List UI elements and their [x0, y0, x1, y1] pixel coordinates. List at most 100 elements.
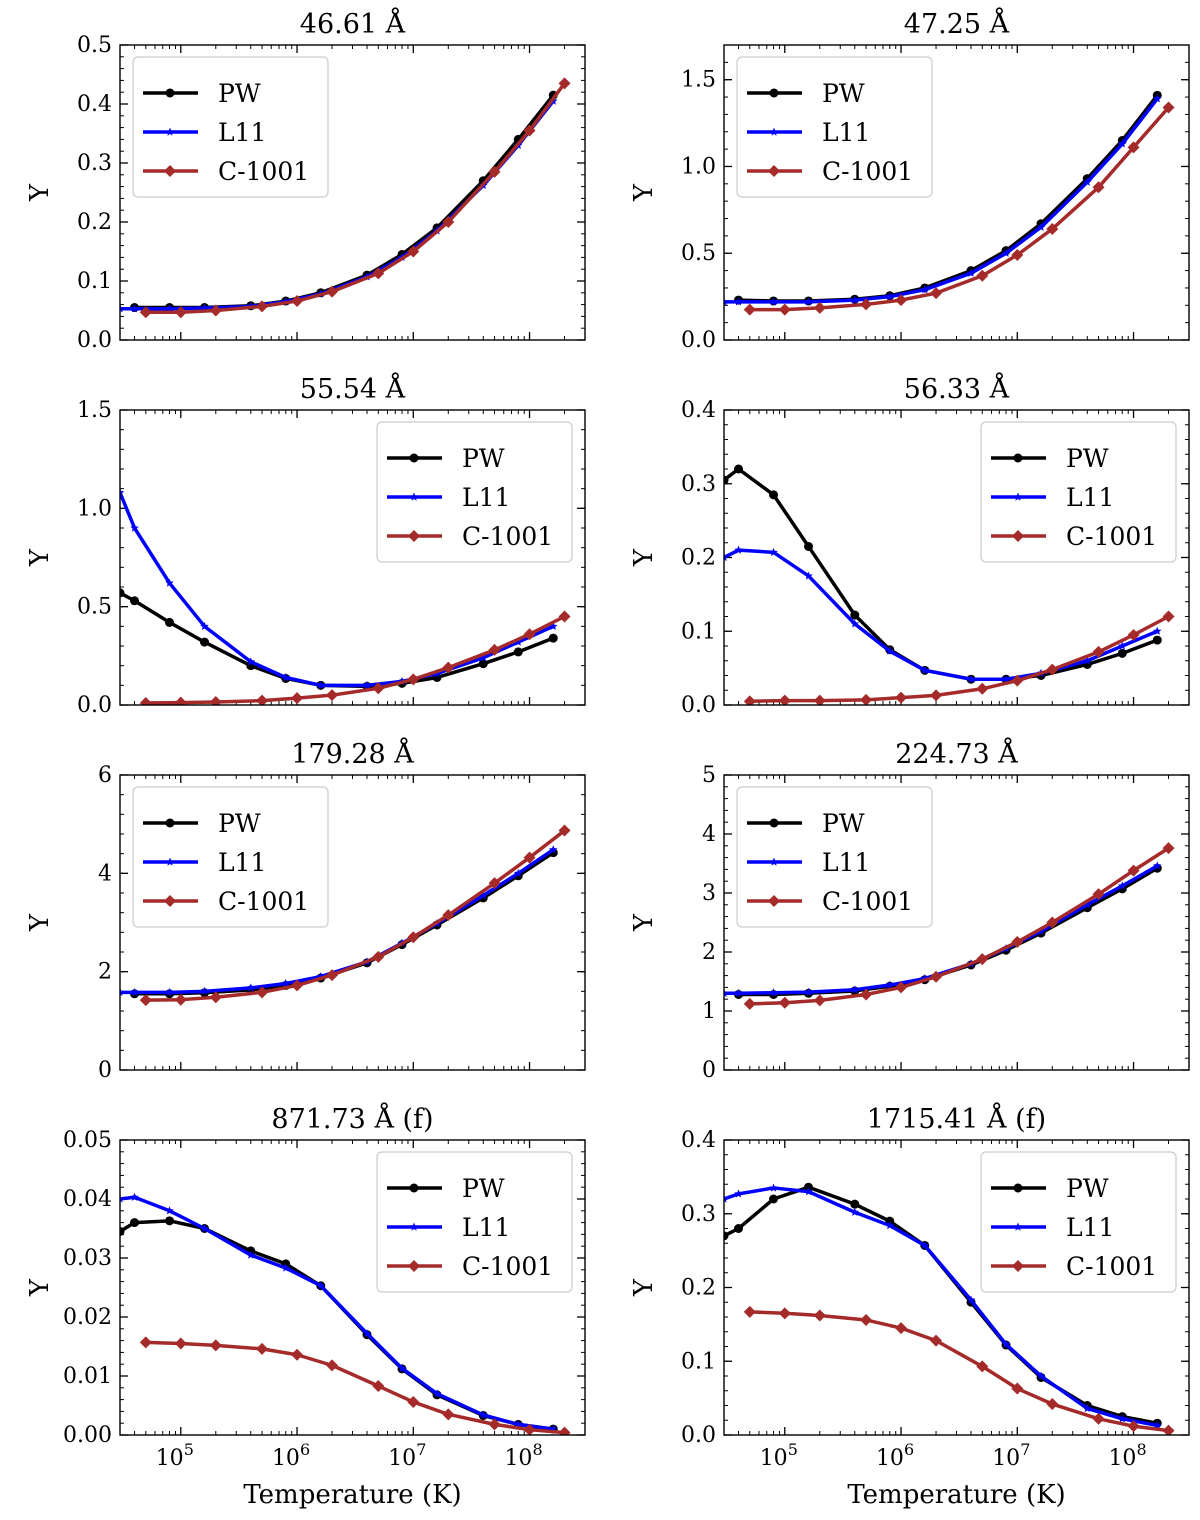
panel-4-ytick-label: 0.4: [681, 398, 716, 423]
panel-3-series-c-1001-point: [407, 673, 420, 686]
panel-2-series-l11-point: [1082, 177, 1092, 186]
panel-4-series-pw-point: [724, 475, 729, 485]
panel-6-series-c-1001-point: [1011, 935, 1024, 948]
panel-1-series-c-1001-point: [139, 306, 152, 319]
panel-1-legend-marker: [165, 88, 175, 98]
panel-7-ytick-label: 0.03: [63, 1246, 112, 1271]
panel-2-series-c-1001-point: [895, 294, 908, 307]
panel-3-series-c-1001-point: [442, 661, 455, 674]
panel-8-series-c-1001-point: [743, 1305, 756, 1318]
panel-5-series-c-1001-point: [442, 909, 455, 922]
panel-3-ytick-label: 1.5: [77, 398, 112, 423]
xtick-exponent: 8: [532, 1440, 542, 1459]
panel-6-series-l11-point: [1082, 900, 1092, 909]
panel-2-series-c-1001-point: [1162, 101, 1175, 114]
panel-6-legend: PW L11 C-1001: [736, 786, 933, 928]
panel-6-ytick-label: 4: [702, 822, 716, 847]
xtick-exponent: 6: [904, 1440, 914, 1459]
panel-4-frame: [723, 409, 1190, 706]
panel-4-series-l11-point: [769, 547, 778, 556]
panel-2-series-l11-point: [1117, 139, 1127, 148]
panel-6-series-c-1001-point: [1162, 842, 1175, 855]
panel-8-series-l11-point: [1036, 1371, 1046, 1380]
panel-3-series-l11-point: [548, 621, 558, 630]
panel-1-series-l11-point: [130, 304, 139, 313]
panel-6-series-l11-point: [734, 988, 743, 997]
panel-3-series-pw-point: [130, 596, 140, 606]
panel-2-series-c-1001-point: [1092, 181, 1105, 194]
panel-5-series-c-1001-point: [326, 969, 339, 982]
panel-7-xtick-label: 107: [388, 1440, 426, 1471]
panel-6-frame: [723, 774, 1190, 1071]
panel-7-ytick-label: 0.05: [63, 1128, 112, 1153]
panel-8-series-l11-point: [1117, 1414, 1127, 1423]
panel-4-ylabel: Y: [629, 548, 659, 567]
panel-3-series-l11-point: [478, 653, 488, 662]
panel-5-series-c-1001-point: [291, 979, 304, 992]
panel-7-series-c-1001-point: [407, 1395, 420, 1408]
panel-8-ytick-label: 0.1: [681, 1349, 716, 1374]
panel-6-ytick-label: 2: [702, 940, 716, 965]
xtick-base: 10: [760, 1446, 788, 1471]
panel-8-legend: PW L11 C-1001: [980, 1151, 1177, 1293]
panel-3-ytick-label: 1.0: [77, 496, 112, 521]
panel-5-series-l11-point: [120, 987, 125, 996]
panel-6-series-c-1001-point: [930, 970, 943, 983]
panel-8-series-c-1001-line: [749, 1310, 1169, 1433]
panel-8-series-l11-point: [804, 1187, 813, 1196]
panel-5-series-l11-point: [246, 983, 256, 992]
panel-7-series-c-1001-point: [488, 1418, 501, 1431]
panel-7-ytick-label: 0.02: [63, 1305, 112, 1330]
panel-6-series-c-1001-point: [976, 953, 989, 966]
panel-4-series-c-1001-point: [1011, 674, 1024, 687]
panel-2-series-c-1001-point: [860, 298, 873, 311]
panel-3-series-l11-point: [120, 488, 125, 497]
panel-4-ytick-label: 0.1: [681, 619, 716, 644]
panel-2-legend-marker: [769, 88, 779, 98]
panel-7-series-c-1001-point: [558, 1426, 571, 1435]
panel-6-series-c-1001-point: [895, 981, 908, 994]
panel-1-series-c-1001-point: [407, 245, 420, 258]
panel-2-frame: [723, 44, 1190, 341]
panel-4: 56.33 Å Y 0.0 0.1 0.2 0.3 0.4 PW L11 C-1001: [629, 372, 1190, 718]
panel-8-xtick-label: 105: [760, 1440, 798, 1471]
panel-1: 46.61 Å Y 0.0 0.1 0.2 0.3 0.4 0.5 PW L11 C-1001: [25, 7, 586, 353]
xtick-exponent: 6: [300, 1440, 310, 1459]
panel-4-series-l11-point: [850, 619, 860, 628]
panel-2-title: 47.25 Å: [904, 7, 1010, 40]
panel-2-series-c-1001-point: [813, 301, 826, 314]
panel-1-ytick-label: 0.4: [77, 92, 112, 117]
panel-5: 179.28 Å Y 0 2 4 6 PW L11 C-1001: [25, 737, 586, 1083]
panel-4-series-c-1001-point: [1092, 645, 1105, 658]
panel-8-legend-marker: [1013, 1222, 1023, 1231]
panel-4-series-pw-point: [1117, 648, 1127, 658]
panel-2-ytick-label: 0.5: [681, 241, 716, 266]
panel-1-ytick-label: 0.5: [77, 33, 112, 58]
panel-7-ytick-label: 0.00: [63, 1423, 112, 1448]
panel-2-legend-marker: [768, 165, 780, 177]
panel-3-series-pw-point: [165, 617, 175, 627]
panel-5-series-c-1001-line: [145, 829, 566, 1002]
panel-4-legend-label: PW: [1066, 444, 1109, 473]
panel-1-legend: PW L11 C-1001: [132, 56, 329, 198]
panel-7-series-c-1001-point: [442, 1408, 455, 1421]
panel-2-ytick-label: 0.0: [681, 328, 716, 353]
panel-5-series-c-1001-point: [558, 824, 571, 837]
panel-4-legend-marker: [1013, 492, 1023, 501]
panel-2-series-c-1001-point: [976, 269, 989, 282]
panel-7-series-l11-point: [362, 1329, 372, 1338]
panel-1-series-c-1001-point: [174, 306, 187, 319]
panel-5-ytick-label: 2: [98, 960, 112, 985]
panel-4-series-l11-point: [724, 553, 729, 562]
panel-2: 47.25 Å Y 0.0 0.5 1.0 1.5 PW L11 C-1001: [629, 7, 1190, 353]
xtick-base: 10: [992, 1446, 1020, 1471]
panel-3-series-c-1001-point: [256, 694, 269, 705]
panel-1-series-l11-point: [165, 304, 174, 313]
panel-8-xtick-label: 108: [1108, 1440, 1146, 1471]
panel-1-ytick-label: 0.0: [77, 328, 112, 353]
panel-8-series-l11-point: [1001, 1339, 1011, 1348]
panel-7-series-c-1001-point: [256, 1342, 269, 1355]
xtick-base: 10: [876, 1446, 904, 1471]
